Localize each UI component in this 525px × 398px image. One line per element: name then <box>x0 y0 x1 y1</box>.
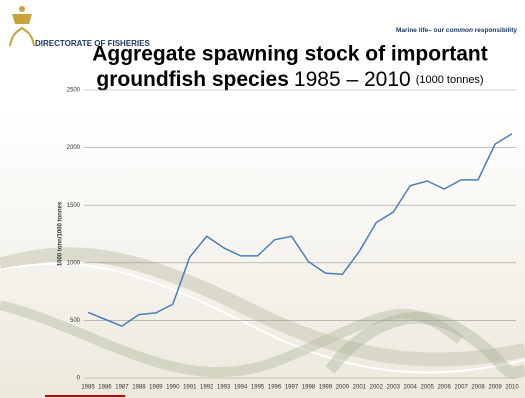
y-tick-label: 1000 <box>67 260 81 266</box>
x-tick-label: 1995 <box>251 385 265 391</box>
x-tick-label: 2002 <box>370 385 384 391</box>
title-unit: (1000 tonnes) <box>416 74 484 86</box>
y-tick-label: 1500 <box>67 203 81 209</box>
x-tick-label: 2006 <box>437 385 451 391</box>
tagline: Marine life– our common responsibility <box>396 27 517 34</box>
chart-title: Aggregate spawning stock of important <box>92 43 488 66</box>
organization: DIRECTORATE OF FISHERIES <box>35 39 150 48</box>
x-tick-label: 2001 <box>353 385 367 391</box>
x-tick-label: 1992 <box>200 385 214 391</box>
x-tick-label: 2007 <box>454 385 468 391</box>
x-tick-label: 1988 <box>132 385 146 391</box>
y-tick-label: 0 <box>77 376 81 382</box>
y-tick-label: 500 <box>70 318 81 324</box>
y-tick-label: 2000 <box>67 145 81 151</box>
y-axis-label: 1000 tonn/1000 tonnes <box>58 201 64 266</box>
x-tick-label: 2000 <box>336 385 350 391</box>
title-period: 1985 – 2010 <box>294 68 411 91</box>
x-tick-label: 2005 <box>421 385 435 391</box>
logo <box>9 6 35 47</box>
y-tick-label: 2500 <box>67 88 81 94</box>
x-tick-label: 1994 <box>234 385 248 391</box>
x-tick-label: 1991 <box>183 385 197 391</box>
x-tick-label: 1986 <box>98 385 112 391</box>
x-tick-label: 1998 <box>302 385 316 391</box>
x-tick-label: 1999 <box>319 385 333 391</box>
x-tick-label: 2008 <box>471 385 485 391</box>
x-tick-label: 1990 <box>166 385 180 391</box>
chart-title-line2: groundfish species 1985 – 2010 (1000 tonne… <box>96 68 483 91</box>
x-tick-label: 1993 <box>217 385 231 391</box>
x-tick-label: 2004 <box>404 385 418 391</box>
x-tick-label: 2010 <box>505 385 519 391</box>
decorative-waves <box>0 247 525 379</box>
x-tick-label: 1987 <box>115 385 129 391</box>
title-part: groundfish species <box>96 68 289 91</box>
x-tick-label: 1989 <box>149 385 163 391</box>
tagline-part: responsibility <box>473 27 517 34</box>
tagline-part: common <box>446 27 473 34</box>
x-tick-label: 2009 <box>488 385 502 391</box>
x-tick-label: 1985 <box>81 385 95 391</box>
tagline-part: Marine life– our <box>396 27 446 34</box>
x-tick-label: 2003 <box>387 385 401 391</box>
x-tick-label: 1996 <box>268 385 282 391</box>
x-tick-label: 1997 <box>285 385 299 391</box>
data-line <box>87 133 513 328</box>
